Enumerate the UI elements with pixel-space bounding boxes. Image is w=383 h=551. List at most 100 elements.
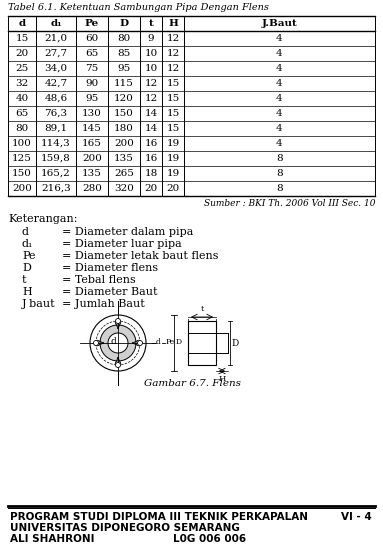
Text: 80: 80 [15, 124, 29, 133]
Text: d: d [110, 338, 116, 347]
Text: = Diameter dalam pipa: = Diameter dalam pipa [62, 227, 193, 237]
Text: 16: 16 [144, 139, 158, 148]
Text: d₁: d₁ [50, 19, 62, 28]
Text: = Diameter letak baut flens: = Diameter letak baut flens [62, 251, 218, 261]
Text: 25: 25 [15, 64, 29, 73]
Text: 12: 12 [144, 94, 158, 103]
Text: J baut: J baut [22, 299, 56, 309]
Text: 15: 15 [166, 94, 180, 103]
Text: 89,1: 89,1 [44, 124, 67, 133]
Text: 159,8: 159,8 [41, 154, 71, 163]
Text: 216,3: 216,3 [41, 184, 71, 193]
Text: 14: 14 [144, 124, 158, 133]
Text: Pe: Pe [166, 338, 175, 346]
Text: Sumber : BKI Th. 2006 Vol III Sec. 10: Sumber : BKI Th. 2006 Vol III Sec. 10 [203, 199, 375, 208]
Text: Tabel 6.1. Ketentuan Sambungan Pipa Dengan Flens: Tabel 6.1. Ketentuan Sambungan Pipa Deng… [8, 3, 269, 12]
Text: 4: 4 [276, 64, 283, 73]
Bar [188, 321, 216, 365]
Text: 27,7: 27,7 [44, 49, 67, 58]
Text: 12: 12 [144, 79, 158, 88]
Text: 15: 15 [15, 34, 29, 43]
Text: 12: 12 [166, 34, 180, 43]
Text: 40: 40 [15, 94, 29, 103]
Text: ALI SHAHRONI: ALI SHAHRONI [10, 534, 95, 544]
Text: 12: 12 [166, 49, 180, 58]
Text: d: d [156, 338, 161, 346]
Text: 19: 19 [166, 169, 180, 178]
Text: 150: 150 [12, 169, 32, 178]
Text: 114,3: 114,3 [41, 139, 71, 148]
Text: UNIVERSITAS DIPONEGORO SEMARANG: UNIVERSITAS DIPONEGORO SEMARANG [10, 523, 240, 533]
Text: 320: 320 [114, 184, 134, 193]
Circle shape [100, 325, 136, 361]
Text: 4: 4 [276, 34, 283, 43]
Text: t: t [200, 305, 204, 313]
Text: J.Baut: J.Baut [262, 19, 297, 28]
Circle shape [137, 341, 142, 345]
Text: Pe: Pe [22, 251, 36, 261]
Text: = Tebal flens: = Tebal flens [62, 275, 136, 285]
Text: 8: 8 [276, 184, 283, 193]
Text: 8: 8 [276, 169, 283, 178]
Text: PROGRAM STUDI DIPLOMA III TEKNIK PERKAPALAN: PROGRAM STUDI DIPLOMA III TEKNIK PERKAPA… [10, 512, 308, 522]
Text: t: t [22, 275, 26, 285]
Text: 19: 19 [166, 154, 180, 163]
Text: d₁: d₁ [22, 239, 33, 249]
Text: 130: 130 [82, 109, 102, 118]
Text: 200: 200 [114, 139, 134, 148]
Text: 20: 20 [15, 49, 29, 58]
Text: 280: 280 [82, 184, 102, 193]
Text: 60: 60 [85, 34, 99, 43]
Text: 65: 65 [85, 49, 99, 58]
Text: 85: 85 [117, 49, 131, 58]
Text: 20: 20 [166, 184, 180, 193]
Text: 15: 15 [166, 124, 180, 133]
Text: D: D [22, 263, 31, 273]
Text: L0G 006 006: L0G 006 006 [173, 534, 247, 544]
Text: 76,3: 76,3 [44, 109, 67, 118]
Text: 4: 4 [276, 109, 283, 118]
Text: t: t [149, 19, 153, 28]
Text: 19: 19 [166, 139, 180, 148]
Text: 125: 125 [12, 154, 32, 163]
Circle shape [116, 363, 121, 368]
Text: 75: 75 [85, 64, 99, 73]
Text: 34,0: 34,0 [44, 64, 67, 73]
Text: = Jumlah Baut: = Jumlah Baut [62, 299, 145, 309]
Text: 95: 95 [117, 64, 131, 73]
Text: 65: 65 [15, 109, 29, 118]
Text: 4: 4 [276, 139, 283, 148]
Text: D: D [176, 338, 182, 346]
Circle shape [90, 315, 146, 371]
Text: 48,6: 48,6 [44, 94, 67, 103]
Text: 200: 200 [82, 154, 102, 163]
Text: 10: 10 [144, 64, 158, 73]
Text: H: H [218, 375, 226, 383]
Text: 100: 100 [12, 139, 32, 148]
Text: 4: 4 [276, 79, 283, 88]
Text: 180: 180 [114, 124, 134, 133]
Text: Keterangan:: Keterangan: [8, 214, 77, 224]
Text: 165: 165 [82, 139, 102, 148]
Text: Gambar 6.7. Flens: Gambar 6.7. Flens [144, 379, 241, 388]
Text: = Diameter flens: = Diameter flens [62, 263, 158, 273]
Text: = Diameter luar pipa: = Diameter luar pipa [62, 239, 182, 249]
Text: 16: 16 [144, 154, 158, 163]
Text: 90: 90 [85, 79, 99, 88]
Text: H: H [22, 287, 32, 297]
Text: 165,2: 165,2 [41, 169, 71, 178]
Text: 4: 4 [276, 49, 283, 58]
Text: 9: 9 [148, 34, 154, 43]
Text: 15: 15 [166, 79, 180, 88]
Text: D: D [119, 19, 129, 28]
Text: d: d [22, 227, 29, 237]
Text: 200: 200 [12, 184, 32, 193]
Text: d: d [18, 19, 26, 28]
Text: 135: 135 [114, 154, 134, 163]
Text: 95: 95 [85, 94, 99, 103]
Text: = Diameter Baut: = Diameter Baut [62, 287, 157, 297]
Text: 42,7: 42,7 [44, 79, 67, 88]
Text: VI - 4: VI - 4 [341, 512, 372, 522]
Text: 12: 12 [166, 64, 180, 73]
Circle shape [93, 341, 98, 345]
